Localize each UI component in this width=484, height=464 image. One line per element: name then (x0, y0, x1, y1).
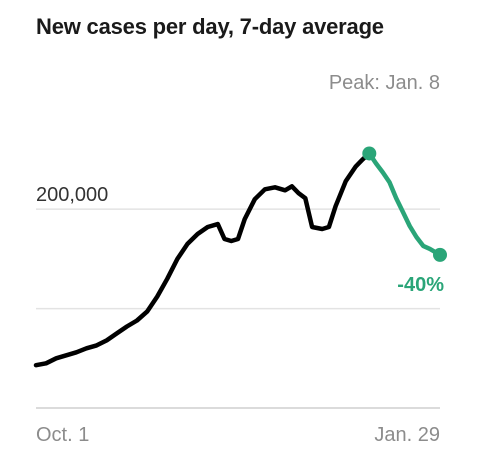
change-annotation: -40% (397, 274, 444, 296)
tick-labels: 200,000 Oct. 1 Jan. 29 (36, 184, 440, 446)
series-line-rise (33, 151, 372, 368)
peak-point (362, 146, 377, 161)
latest-point (433, 247, 447, 262)
chart-title: New cases per day, 7-day average (36, 14, 384, 39)
y-tick-label-200000: 200,000 (36, 184, 108, 206)
x-tick-label-start: Oct. 1 (36, 424, 89, 446)
peak-annotation: Peak: Jan. 8 (329, 72, 440, 94)
annotations: Peak: Jan. 8 -40% (329, 72, 444, 296)
series-line-decline (367, 151, 443, 258)
x-tick-label-end: Jan. 29 (374, 424, 440, 446)
grid-lines (36, 208, 440, 310)
series-lines (33, 146, 447, 368)
